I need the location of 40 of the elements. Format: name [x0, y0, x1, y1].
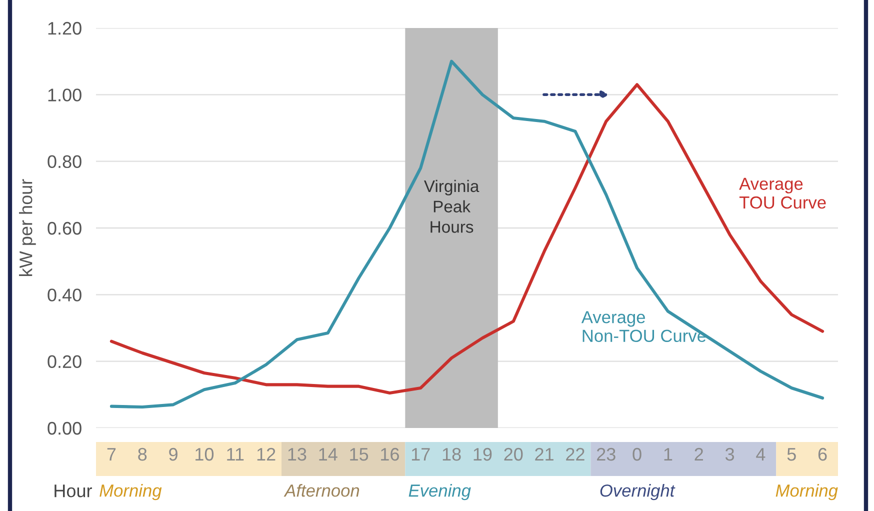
text: Afternoon [284, 484, 360, 497]
series-label: Average TOU Curve [739, 178, 826, 209]
x-tick-label: 18 [442, 448, 461, 461]
x-tick-label: 10 [196, 448, 214, 461]
x-tick-label: 4 [756, 448, 766, 461]
x-tick-label: 5 [787, 448, 796, 461]
x-tick-label: 8 [138, 448, 147, 461]
y-tick-label: 0.80 [48, 155, 82, 168]
x-tick-label: 9 [169, 448, 178, 461]
text: Morning [100, 484, 162, 500]
x-axis-title: Hour [54, 484, 92, 498]
x-tick-label: 6 [818, 448, 827, 461]
x-tick-label: 3 [725, 448, 734, 461]
text: Morning [776, 484, 838, 500]
y-axis-title: kW per hour [19, 179, 36, 276]
y-tick-label: 1.20 [48, 22, 82, 35]
x-tick-label: 0 [632, 448, 642, 461]
x-tick-label: 14 [319, 448, 338, 461]
x-tick-label: 12 [257, 448, 276, 461]
y-tick-label: 0.40 [48, 288, 82, 302]
x-tick-label: 16 [381, 448, 399, 461]
x-tick-label: 13 [288, 448, 306, 461]
x-tick-label: 1 [664, 448, 672, 461]
x-tick-label: 7 [107, 448, 116, 461]
x-tick-label: 19 [474, 448, 492, 461]
x-tick-label: 11 [227, 448, 244, 461]
x-tick-label: 23 [596, 448, 616, 461]
y-tick-label: 0.00 [48, 422, 82, 435]
band-label: Virginia Peak Hours [424, 180, 480, 233]
x-tick-label: 22 [566, 448, 584, 461]
x-tick-label: 2 [694, 448, 703, 461]
x-tick-label: 15 [350, 448, 368, 461]
x-tick-label: 21 [535, 448, 554, 461]
x-tick-label: 20 [504, 448, 523, 461]
y-tick-label: 0.60 [48, 222, 82, 235]
y-tick-label: 0.20 [48, 355, 82, 368]
text: Evening [408, 484, 471, 500]
x-tick-label: 17 [412, 448, 430, 461]
y-tick-label: 1.00 [48, 88, 82, 102]
text: Overnight [600, 484, 676, 500]
